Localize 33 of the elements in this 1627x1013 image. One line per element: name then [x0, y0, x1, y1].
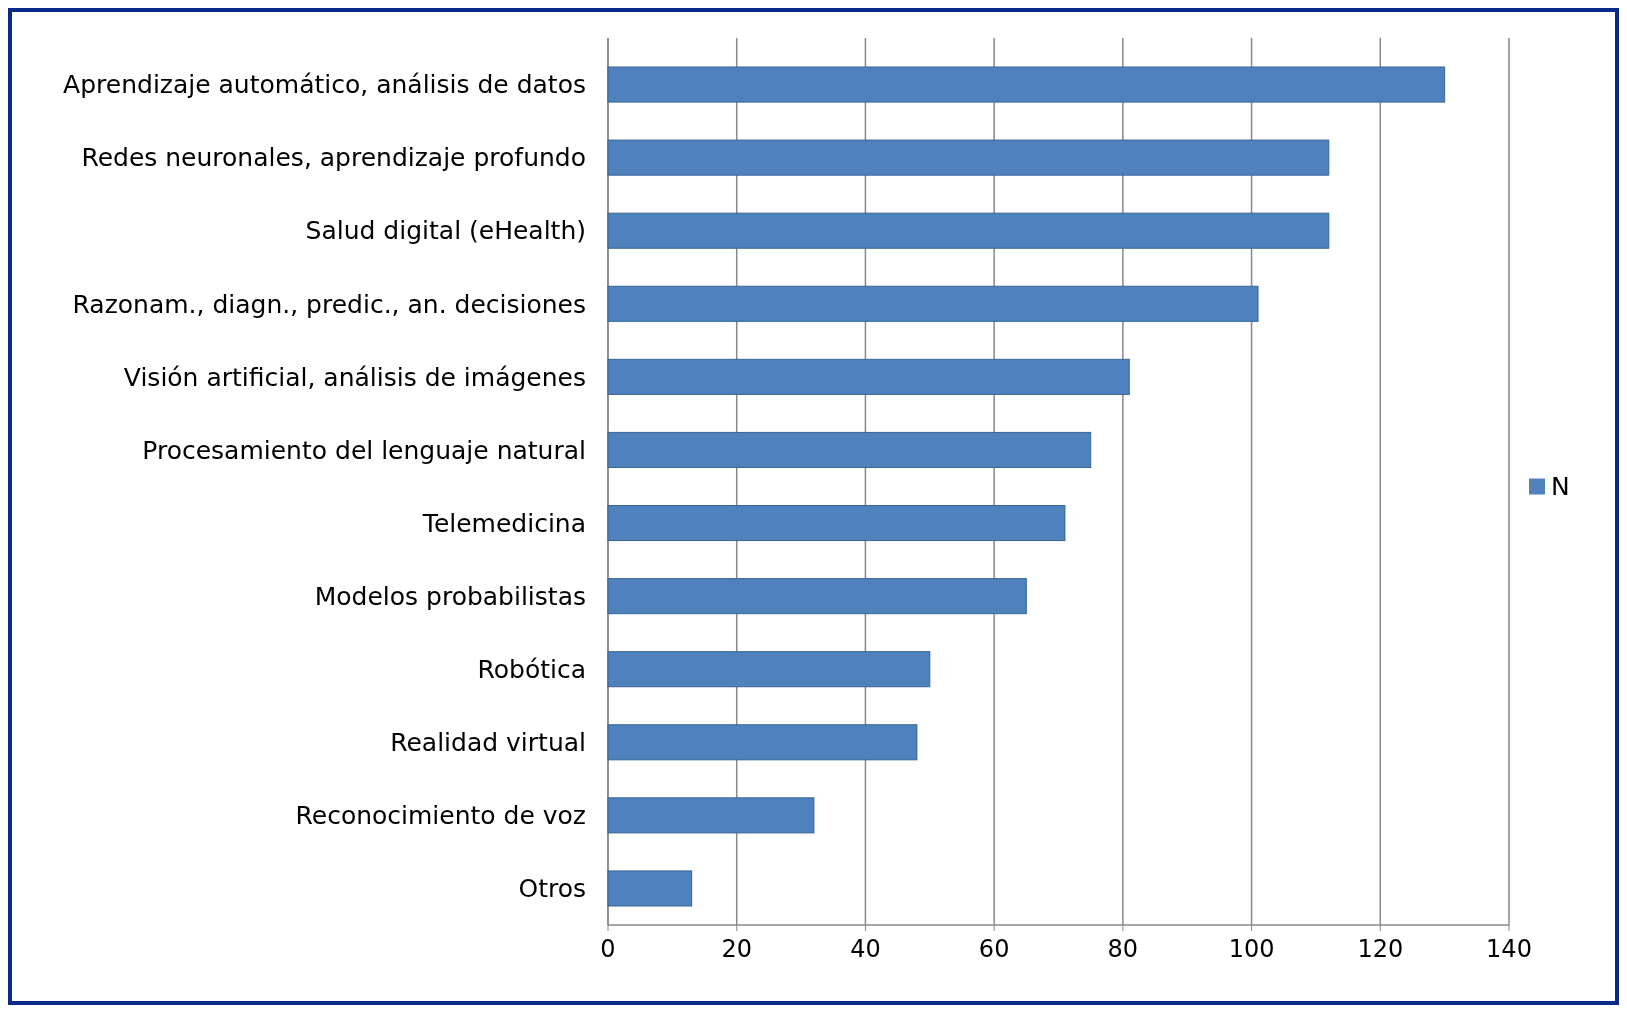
bar: [607, 797, 815, 834]
bar: [607, 431, 1092, 468]
bar: [607, 285, 1259, 322]
legend-label: N: [1551, 472, 1570, 502]
bar: [607, 724, 918, 761]
bar: [607, 212, 1330, 249]
y-tick-label: Aprendizaje automático, análisis de datos: [63, 70, 586, 100]
bar: [607, 139, 1330, 176]
x-tick-label: 60: [978, 935, 1010, 963]
y-tick-label: Salud digital (eHealth): [305, 216, 586, 246]
bar: [607, 505, 1066, 542]
y-tick-label: Redes neuronales, aprendizaje profundo: [81, 143, 586, 173]
bar: [607, 358, 1130, 395]
y-tick-label: Telemedicina: [421, 508, 586, 538]
y-tick-label: Modelos probabilistas: [314, 581, 586, 611]
y-tick-label: Otros: [518, 874, 586, 904]
bar: [607, 578, 1027, 615]
x-tick-label: 140: [1486, 935, 1532, 963]
y-tick-label: Robótica: [477, 654, 586, 684]
x-tick-label: 120: [1357, 935, 1404, 963]
x-tick-label: 100: [1228, 935, 1275, 963]
x-tick-label: 80: [1107, 935, 1139, 963]
x-tick-label: 40: [850, 935, 881, 963]
bar: [607, 66, 1446, 103]
x-tick-label: 20: [721, 935, 752, 963]
y-tick-label: Realidad virtual: [390, 728, 586, 758]
bar: [607, 870, 693, 907]
y-tick-label: Visión artificial, análisis de imágenes: [123, 362, 586, 392]
bar: [607, 651, 931, 688]
y-tick-label: Procesamiento del lenguaje natural: [142, 435, 586, 465]
y-tick-label: Reconocimiento de voz: [295, 801, 586, 831]
x-tick-label: 0: [600, 935, 616, 963]
y-tick-label: Razonam., diagn., predic., an. decisiones: [72, 289, 586, 319]
